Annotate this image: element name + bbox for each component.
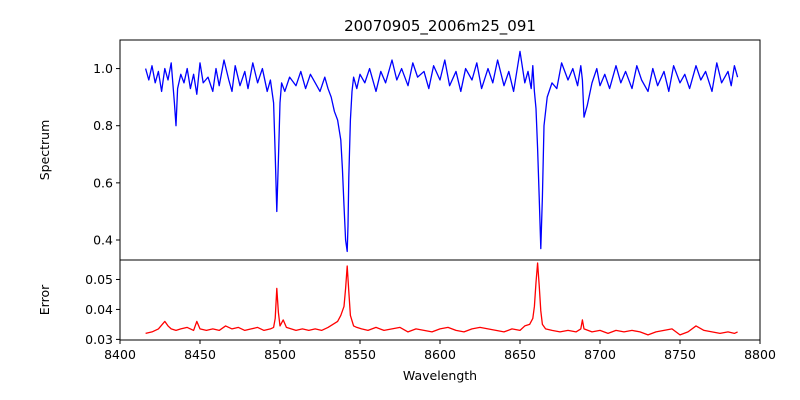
y-tick-label: 0.03	[85, 332, 113, 347]
error-panel: 0.03 0.04 0.05 Error	[37, 259, 761, 347]
spectrum-series	[144, 50, 739, 253]
spectrum-panel: 0.4 0.6 0.8 1.0 Spectrum	[37, 39, 761, 261]
x-tick-label: 8450	[184, 347, 216, 362]
error-axes-frame	[119, 259, 761, 341]
y-tick-label: 0.04	[85, 302, 113, 317]
spectrum-y-ticks: 0.4 0.6 0.8 1.0	[93, 61, 120, 248]
x-tick-label: 8650	[504, 347, 536, 362]
x-tick-label: 8550	[344, 347, 376, 362]
x-tick-label: 8500	[264, 347, 296, 362]
x-axis-ticks: 8400 8450 8500 8550 8600 8650 8700 8750 8800	[104, 340, 776, 362]
y-tick-label: 1.0	[93, 61, 113, 76]
x-tick-label: 8600	[424, 347, 456, 362]
x-axis-label: Wavelength	[403, 368, 477, 383]
x-tick-label: 8400	[104, 347, 136, 362]
error-line-0	[145, 262, 738, 336]
x-tick-label: 8750	[664, 347, 696, 362]
spectrum-line-0	[144, 50, 739, 253]
y-tick-label: 0.05	[85, 272, 113, 287]
x-tick-label: 8800	[744, 347, 776, 362]
error-ylabel: Error	[37, 284, 52, 315]
spectrum-ylabel: Spectrum	[37, 120, 52, 181]
x-tick-label: 8700	[584, 347, 616, 362]
y-tick-label: 0.6	[93, 175, 113, 190]
chart-title: 20070905_2006m25_091	[344, 17, 536, 36]
error-y-ticks: 0.03 0.04 0.05	[85, 272, 120, 347]
y-tick-label: 0.4	[93, 233, 113, 248]
y-tick-label: 0.8	[93, 118, 113, 133]
error-series	[145, 262, 738, 336]
